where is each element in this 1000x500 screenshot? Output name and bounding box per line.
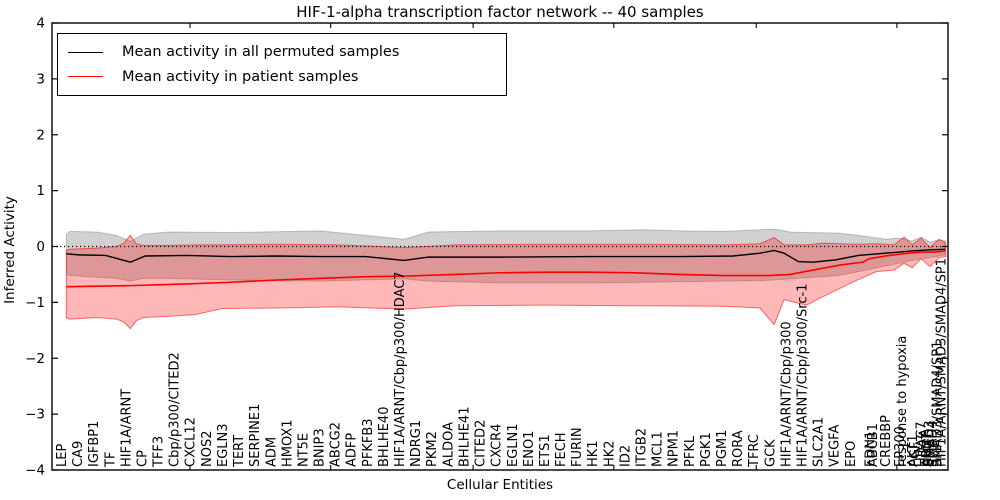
y-tick-label: 4 [36,16,45,32]
entity-label: NOS2 [200,431,215,467]
entity-label: BNIP3 [313,428,328,467]
entity-label: ID2 [618,445,633,467]
entity-label: ALDOA [441,422,456,467]
entity-label: HIF1A/ARNT/Cbp/p300/Src-1 [796,284,811,467]
entity-label: NPM1 [667,430,682,467]
entity-label: BHLHE41 [457,407,472,467]
entity-label: BHLHE40 [377,407,392,467]
entity-label: HK1 [586,440,601,467]
entity-label: IGFBP1 [87,421,102,467]
entity-label: VEGFA [828,425,843,467]
entity-label: SP1 [928,443,943,467]
entity-label: SMAD3 [923,420,938,467]
legend-label-permuted: Mean activity in all permuted samples [122,44,400,61]
permuted-mean-line [66,248,946,263]
legend-line-permuted [68,51,103,53]
legend-item-patient: Mean activity in patient samples [68,69,496,85]
entity-label: AKT1 [906,434,921,467]
entity-label: HMOX1 [280,419,295,467]
entity-label: HIF1A/ARNT/Cbp/p300 [779,321,794,467]
entity-label: LEP [55,444,70,467]
entity-label: RORA [731,430,746,467]
entity-label: PGM1 [715,430,730,467]
entity-label: HDAC7 [915,421,930,467]
entity-label: HIF1A/ARNT/SMAD3/SMAD4/SP1 [934,258,949,467]
entity-label: NDRG1 [409,420,424,467]
y-tick-label: −4 [25,463,45,479]
entity-label: EGLN3 [216,423,231,467]
entity-label: ADFP [345,433,360,467]
entity-label: CITED2 [473,420,488,467]
entity-label: Cbp/p300/CITED2 [168,352,183,467]
entity-label: response to hypoxia [895,336,910,467]
entity-label: PFKL [683,435,698,467]
entity-label: CP [135,450,150,467]
entity-label: ABCB1 [866,423,881,467]
entity-label: SMAD3/SMAD4/SP1 [930,341,945,467]
entity-label: EDN1 [864,431,879,467]
entity-label: PFKFB3 [361,418,376,467]
entity-label: SLC2A1 [812,417,827,467]
entity-label: ETS1 [538,434,553,467]
entity-label: ADM [264,437,279,467]
entity-label: NT5E [296,433,311,467]
entity-label: MCL1 [651,431,666,467]
y-tick-label: 0 [36,239,45,255]
entity-label: TFF3 [152,436,167,468]
entity-label: ABCG2 [329,422,344,467]
entity-label: HIF1A/ARNT [119,389,134,467]
y-tick-label: −3 [25,407,45,423]
y-axis-label: Inferred Activity [2,196,18,304]
y-tick-label: 2 [36,127,45,143]
entity-label: SMAD4 [925,420,940,467]
entity-label: FURIN [570,427,585,467]
entity-label: ITGB2 [635,428,650,467]
entity-label: PGK1 [699,432,714,467]
x-axis-label: Cellular Entities [446,477,554,493]
legend-label-patient: Mean activity in patient samples [122,68,359,85]
entity-label: SERPINE1 [248,404,263,467]
entity-label: CA9 [71,441,86,467]
entity-label: TERT [232,435,247,468]
entity-label: ARNT [920,431,935,467]
page-title: HIF-1-alpha transcription factor network… [296,3,704,21]
y-tick-label: −1 [25,295,45,311]
entity-label: PKM2 [425,431,440,467]
patient-range-band [65,234,947,330]
entity-label: EPO [844,441,859,467]
entity-label: ENO1 [522,431,537,467]
entity-label: EP300 [893,426,908,467]
entity-label: HIF1A [917,429,932,467]
entity-label: EGLN1 [506,423,521,467]
legend-item-permuted: Mean activity in all permuted samples [68,44,496,60]
entity-label: GCK [763,439,778,467]
y-tick-label: −2 [25,351,45,367]
entity-label: CXCR4 [490,424,505,467]
entity-label: CREBBP [879,415,894,467]
y-tick-label: 3 [36,71,45,87]
legend-line-patient [68,76,103,78]
entity-label: TFRC [747,434,762,468]
legend: Mean activity in all permuted samples Me… [57,33,507,96]
entity-label: TF [103,452,118,468]
entity-label: HK2 [602,440,617,467]
entity-label: FECH [554,432,569,467]
y-tick-label: 1 [36,183,45,199]
entity-label: PGF [908,442,923,467]
patient-mean-line [66,250,946,288]
entity-label: HIF1A/ARNT/Cbp/p300/HDAC7 [393,271,408,467]
entity-label: CXCL12 [184,417,199,467]
